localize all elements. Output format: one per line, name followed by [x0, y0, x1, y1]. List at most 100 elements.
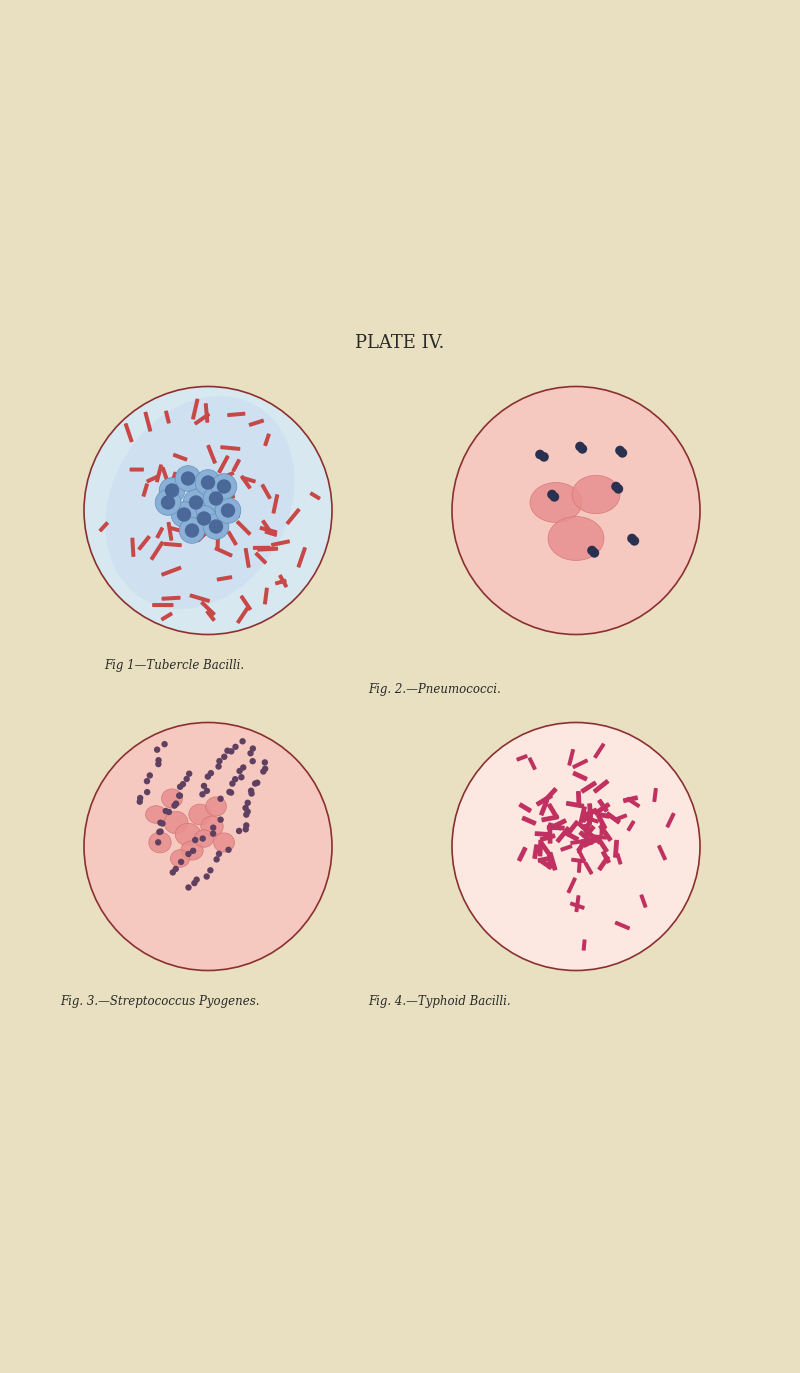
Circle shape: [248, 788, 254, 794]
FancyBboxPatch shape: [152, 603, 174, 607]
FancyBboxPatch shape: [572, 770, 588, 781]
Circle shape: [191, 880, 198, 887]
Circle shape: [190, 847, 196, 854]
FancyBboxPatch shape: [173, 453, 188, 461]
Text: Fig 1—Tubercle Bacilli.: Fig 1—Tubercle Bacilli.: [104, 659, 244, 671]
FancyBboxPatch shape: [574, 895, 581, 912]
FancyBboxPatch shape: [583, 824, 590, 838]
Circle shape: [203, 873, 210, 880]
Circle shape: [162, 741, 168, 747]
Circle shape: [237, 768, 243, 774]
FancyBboxPatch shape: [124, 423, 134, 442]
FancyBboxPatch shape: [263, 434, 270, 446]
FancyBboxPatch shape: [586, 838, 600, 843]
Circle shape: [183, 776, 190, 783]
FancyBboxPatch shape: [213, 475, 218, 487]
FancyBboxPatch shape: [581, 781, 597, 794]
Circle shape: [590, 548, 599, 557]
FancyBboxPatch shape: [271, 540, 290, 546]
Circle shape: [254, 780, 261, 785]
FancyBboxPatch shape: [577, 839, 586, 854]
Circle shape: [242, 805, 249, 811]
Circle shape: [242, 827, 249, 832]
Circle shape: [180, 781, 186, 787]
Circle shape: [228, 748, 234, 755]
Circle shape: [218, 817, 224, 822]
Circle shape: [177, 792, 183, 799]
FancyBboxPatch shape: [187, 514, 200, 519]
FancyBboxPatch shape: [577, 861, 582, 873]
Circle shape: [250, 758, 256, 765]
FancyBboxPatch shape: [541, 814, 559, 822]
FancyBboxPatch shape: [572, 759, 588, 769]
FancyBboxPatch shape: [571, 858, 586, 864]
Circle shape: [146, 772, 153, 778]
Circle shape: [245, 809, 251, 814]
FancyBboxPatch shape: [98, 522, 109, 533]
FancyBboxPatch shape: [186, 534, 201, 541]
Text: Fig. 4.—Typhoid Bacilli.: Fig. 4.—Typhoid Bacilli.: [368, 994, 510, 1008]
FancyBboxPatch shape: [138, 535, 150, 551]
Ellipse shape: [548, 516, 604, 560]
Circle shape: [547, 490, 557, 500]
FancyBboxPatch shape: [576, 839, 588, 853]
FancyBboxPatch shape: [297, 546, 307, 568]
FancyBboxPatch shape: [206, 445, 217, 464]
Circle shape: [162, 807, 169, 814]
FancyBboxPatch shape: [599, 821, 604, 836]
Circle shape: [185, 523, 199, 538]
Circle shape: [215, 763, 222, 770]
Circle shape: [627, 534, 637, 544]
Circle shape: [194, 876, 200, 883]
FancyBboxPatch shape: [576, 791, 582, 805]
FancyBboxPatch shape: [170, 471, 178, 486]
FancyBboxPatch shape: [242, 476, 256, 483]
Circle shape: [183, 490, 209, 515]
Circle shape: [209, 519, 223, 534]
FancyBboxPatch shape: [258, 546, 278, 552]
Circle shape: [192, 836, 198, 843]
FancyBboxPatch shape: [164, 411, 170, 424]
Circle shape: [159, 820, 166, 827]
Circle shape: [155, 757, 162, 763]
Text: Fig. 3.—Streptococcus Pyogenes.: Fig. 3.—Streptococcus Pyogenes.: [60, 994, 259, 1008]
Circle shape: [205, 773, 211, 780]
FancyBboxPatch shape: [547, 854, 552, 869]
Circle shape: [252, 780, 258, 787]
FancyBboxPatch shape: [586, 817, 599, 824]
Circle shape: [201, 783, 207, 789]
FancyBboxPatch shape: [598, 824, 613, 842]
Circle shape: [137, 799, 143, 805]
FancyBboxPatch shape: [582, 825, 595, 839]
FancyBboxPatch shape: [261, 483, 272, 500]
FancyBboxPatch shape: [236, 607, 249, 623]
Circle shape: [217, 479, 231, 494]
Circle shape: [161, 496, 175, 509]
FancyBboxPatch shape: [146, 475, 159, 483]
FancyBboxPatch shape: [206, 610, 216, 622]
FancyBboxPatch shape: [155, 527, 164, 538]
Circle shape: [539, 452, 549, 461]
Ellipse shape: [149, 832, 171, 853]
Circle shape: [203, 514, 229, 540]
Circle shape: [186, 884, 192, 891]
FancyBboxPatch shape: [597, 838, 609, 853]
FancyBboxPatch shape: [626, 796, 640, 807]
FancyBboxPatch shape: [546, 825, 565, 831]
Circle shape: [262, 766, 268, 772]
Circle shape: [191, 505, 217, 531]
FancyBboxPatch shape: [229, 498, 240, 519]
FancyBboxPatch shape: [194, 412, 210, 426]
Circle shape: [218, 795, 224, 802]
FancyBboxPatch shape: [163, 542, 182, 548]
Circle shape: [245, 799, 251, 806]
FancyBboxPatch shape: [310, 492, 321, 500]
FancyBboxPatch shape: [539, 842, 552, 857]
Circle shape: [215, 497, 241, 523]
FancyBboxPatch shape: [622, 795, 638, 803]
FancyBboxPatch shape: [195, 493, 214, 498]
Circle shape: [209, 492, 223, 505]
Circle shape: [166, 809, 172, 816]
FancyBboxPatch shape: [626, 820, 635, 832]
Circle shape: [618, 448, 627, 457]
